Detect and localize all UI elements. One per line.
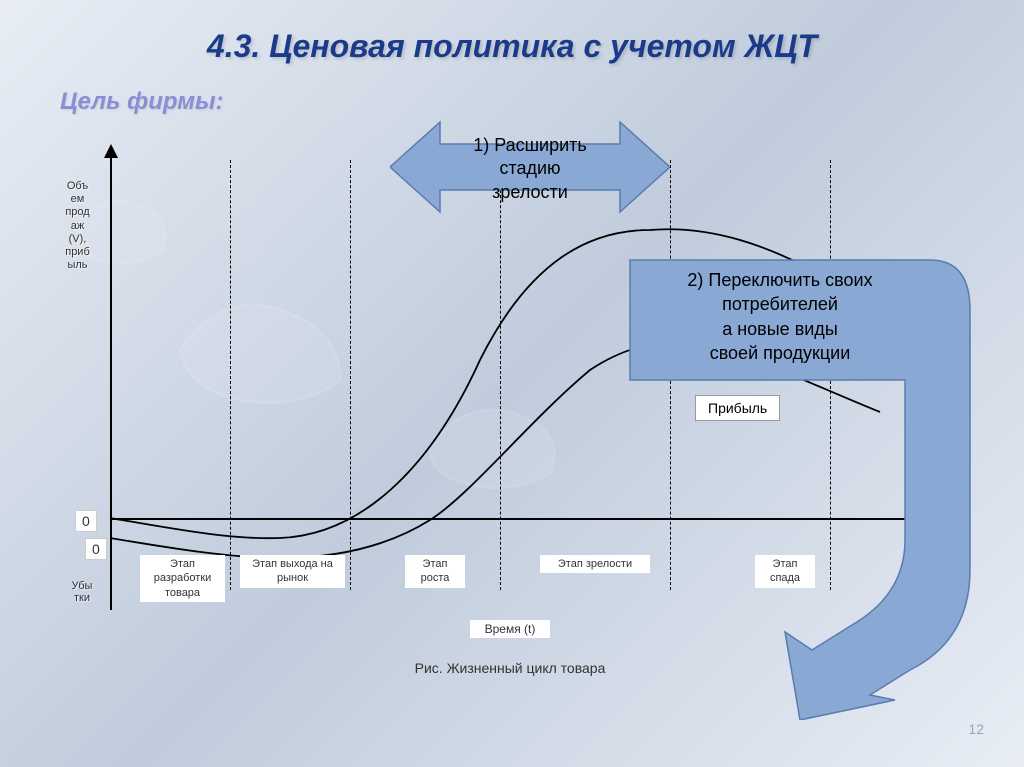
zero-marker: 0	[75, 510, 97, 532]
zero-marker: 0	[85, 538, 107, 560]
page-number: 12	[968, 721, 984, 737]
goal-1-callout: 1) Расширитьстадиюзрелости	[390, 112, 670, 222]
slide-title: 4.3. Ценовая политика с учетом ЖЦТ	[0, 28, 1024, 65]
stage-label-launch: Этап выхода нарынок	[240, 555, 345, 588]
slide-subtitle: Цель фирмы:	[60, 88, 223, 116]
goal-2-text: 2) Переключить своихпотребителейа новые …	[660, 268, 900, 365]
x-axis-label: Время (t)	[470, 620, 550, 638]
y-axis-label: Объемпродаж(V),прибыль	[50, 180, 105, 272]
losses-label: Убытки	[62, 580, 102, 604]
stage-label-development: Этапразработкитовара	[140, 555, 225, 602]
goal-1-text: 1) Расширитьстадиюзрелости	[444, 134, 616, 204]
goal-2-callout: 2) Переключить своихпотребителейа новые …	[610, 250, 990, 690]
stage-label-growth: Этапроста	[405, 555, 465, 588]
